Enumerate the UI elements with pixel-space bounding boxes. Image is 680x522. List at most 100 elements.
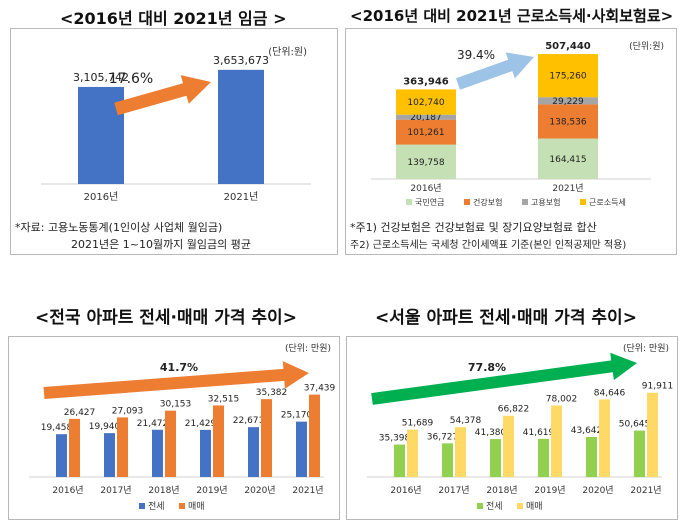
bar-전세-2016년 bbox=[394, 444, 405, 477]
tick-label: 2021년 bbox=[224, 191, 259, 203]
tick-label: 2021년 bbox=[292, 485, 323, 496]
tick-label: 2021년 bbox=[552, 183, 583, 194]
bar-매매-2016년 bbox=[69, 418, 80, 477]
legend-swatch bbox=[522, 199, 528, 205]
unit-label: (단위: 만원) bbox=[285, 343, 331, 354]
growth-arrow bbox=[371, 352, 637, 405]
tick-label: 2016년 bbox=[410, 183, 441, 194]
wage-note-period: 2021년은 1~10월까지 월임금의 평균 bbox=[71, 238, 252, 251]
bar-매매-2021년 bbox=[647, 392, 658, 477]
bar-2021년 bbox=[218, 69, 264, 184]
unit-label: (단위: 만원) bbox=[623, 343, 669, 354]
data-label: 54,378 bbox=[450, 416, 482, 426]
data-label: 50,645 bbox=[619, 420, 651, 430]
segment-국민연금 bbox=[538, 138, 598, 179]
data-label: 35,382 bbox=[256, 388, 288, 398]
seoul-chart-title: <서울 아파트 전세·매매 가격 추이> bbox=[375, 308, 637, 328]
legend-근로소득세: 근로소득세 bbox=[589, 198, 626, 207]
bar-전세-2017년 bbox=[442, 443, 453, 477]
wage-chart: (단위:원) 3,105,742 2016년 3,653,673 2021년 17.6% bbox=[41, 45, 311, 203]
data-label: 21,429 bbox=[185, 419, 217, 429]
segment-label: 20,187 bbox=[410, 113, 442, 123]
bar-매매-2021년 bbox=[309, 394, 320, 477]
growth-label: 39.4% bbox=[457, 48, 495, 62]
data-label: 30,153 bbox=[160, 400, 192, 410]
segment-근로소득세 bbox=[396, 89, 456, 115]
data-label: 26,427 bbox=[64, 408, 96, 418]
bar-전세-2021년 bbox=[634, 430, 645, 477]
segment-근로소득세 bbox=[538, 54, 598, 98]
segment-고용보험 bbox=[538, 97, 598, 105]
data-label: 37,439 bbox=[304, 384, 336, 394]
tax-note-box: *주1) 건강보험은 건강보험료 및 장기요양보험료 합산 주2) 근로소득세는… bbox=[345, 216, 677, 255]
segment-건강보험 bbox=[538, 104, 598, 139]
tick-label: 2018년 bbox=[148, 485, 179, 496]
wage-note-box: *자료: 고용노동통계(1인이상 사업체 월임금) 2021년은 1~10월까지… bbox=[10, 216, 338, 255]
data-label: 19,458 bbox=[41, 423, 73, 433]
data-label: 32,515 bbox=[208, 394, 240, 404]
legend-swatch bbox=[477, 503, 483, 509]
data-label: 36,727 bbox=[427, 432, 459, 442]
bar-매매-2020년 bbox=[599, 399, 610, 477]
bar-전세-2019년 bbox=[200, 429, 211, 477]
data-label: 3,653,673 bbox=[213, 54, 269, 67]
bar-전세-2017년 bbox=[104, 433, 115, 477]
segment-label: 175,260 bbox=[549, 72, 586, 82]
data-label: 41,380 bbox=[475, 428, 507, 438]
segment-label: 102,740 bbox=[407, 98, 444, 108]
bar-매매-2017년 bbox=[117, 417, 128, 477]
data-label: 41,619 bbox=[523, 428, 555, 438]
tick-label: 2016년 bbox=[84, 191, 119, 203]
bar-전세-2020년 bbox=[586, 436, 597, 477]
tick-label: 2016년 bbox=[52, 485, 83, 496]
growth-label: 41.7% bbox=[160, 361, 198, 374]
wage-note-source: *자료: 고용노동통계(1인이상 사업체 월임금) bbox=[15, 221, 223, 234]
legend-전세: 전세 bbox=[486, 501, 503, 512]
legend-swatch bbox=[139, 503, 145, 509]
growth-arrow bbox=[114, 75, 211, 116]
data-label: 25,170 bbox=[281, 411, 313, 421]
tick-label: 2016년 bbox=[390, 485, 421, 496]
growth-label: 17.6% bbox=[109, 71, 153, 87]
tick-label: 2017년 bbox=[438, 485, 469, 496]
bar-매매-2020년 bbox=[261, 399, 272, 477]
tick-label: 2021년 bbox=[630, 485, 661, 496]
data-label: 3,105,742 bbox=[73, 71, 129, 84]
wage-chart-panel: (단위:원) 3,105,742 2016년 3,653,673 2021년 17.6% bbox=[10, 28, 338, 218]
legend-swatch bbox=[464, 199, 470, 205]
segment-label: 101,261 bbox=[407, 128, 444, 138]
segment-건강보험 bbox=[396, 119, 456, 145]
legend-swatch bbox=[179, 503, 185, 509]
legend-건강보험: 건강보험 bbox=[473, 197, 502, 207]
legend-swatch bbox=[406, 199, 412, 205]
segment-label: 164,415 bbox=[549, 155, 586, 165]
data-label: 19,940 bbox=[89, 422, 121, 432]
seoul-chart-panel: (단위: 만원) 35,398 51,689 2016년 36,727 54,378 201… bbox=[346, 336, 678, 520]
bar-매매-2018년 bbox=[165, 410, 176, 477]
unit-label: (단위:원) bbox=[629, 41, 664, 52]
legend-고용보험: 고용보험 bbox=[531, 198, 560, 207]
legend-국민연금: 국민연금 bbox=[415, 197, 444, 207]
data-label: 78,002 bbox=[546, 394, 578, 404]
bar-전세-2021년 bbox=[296, 421, 307, 477]
total-label: 507,440 bbox=[545, 41, 591, 52]
tick-label: 2019년 bbox=[196, 485, 227, 496]
bar-2016년 bbox=[78, 86, 124, 184]
bar-전세-2020년 bbox=[248, 427, 259, 477]
tick-label: 2020년 bbox=[582, 485, 613, 496]
data-label: 35,398 bbox=[379, 434, 411, 444]
tax-chart-title: <2016년 대비 2021년 근로소득세·사회보험료> bbox=[350, 7, 674, 25]
bar-매매-2019년 bbox=[551, 405, 562, 477]
legend-매매: 매매 bbox=[526, 501, 543, 512]
segment-label: 138,536 bbox=[549, 117, 586, 127]
tax-note-incometax: 주2) 근로소득세는 국세청 간이세액표 기준(본인 인적공제만 적용) bbox=[350, 240, 627, 251]
tax-chart: (단위:원) 139,758 101,261 20,187 102,740 363,946… bbox=[371, 41, 664, 207]
growth-label: 77.8% bbox=[468, 361, 506, 374]
segment-국민연금 bbox=[396, 144, 456, 179]
bar-전세-2018년 bbox=[152, 429, 163, 477]
legend-swatch bbox=[517, 503, 523, 509]
tick-label: 2017년 bbox=[100, 485, 131, 496]
tax-chart-panel: (단위:원) 139,758 101,261 20,187 102,740 363,946… bbox=[345, 28, 677, 218]
tick-label: 2019년 bbox=[534, 485, 565, 496]
segment-고용보험 bbox=[396, 114, 456, 120]
